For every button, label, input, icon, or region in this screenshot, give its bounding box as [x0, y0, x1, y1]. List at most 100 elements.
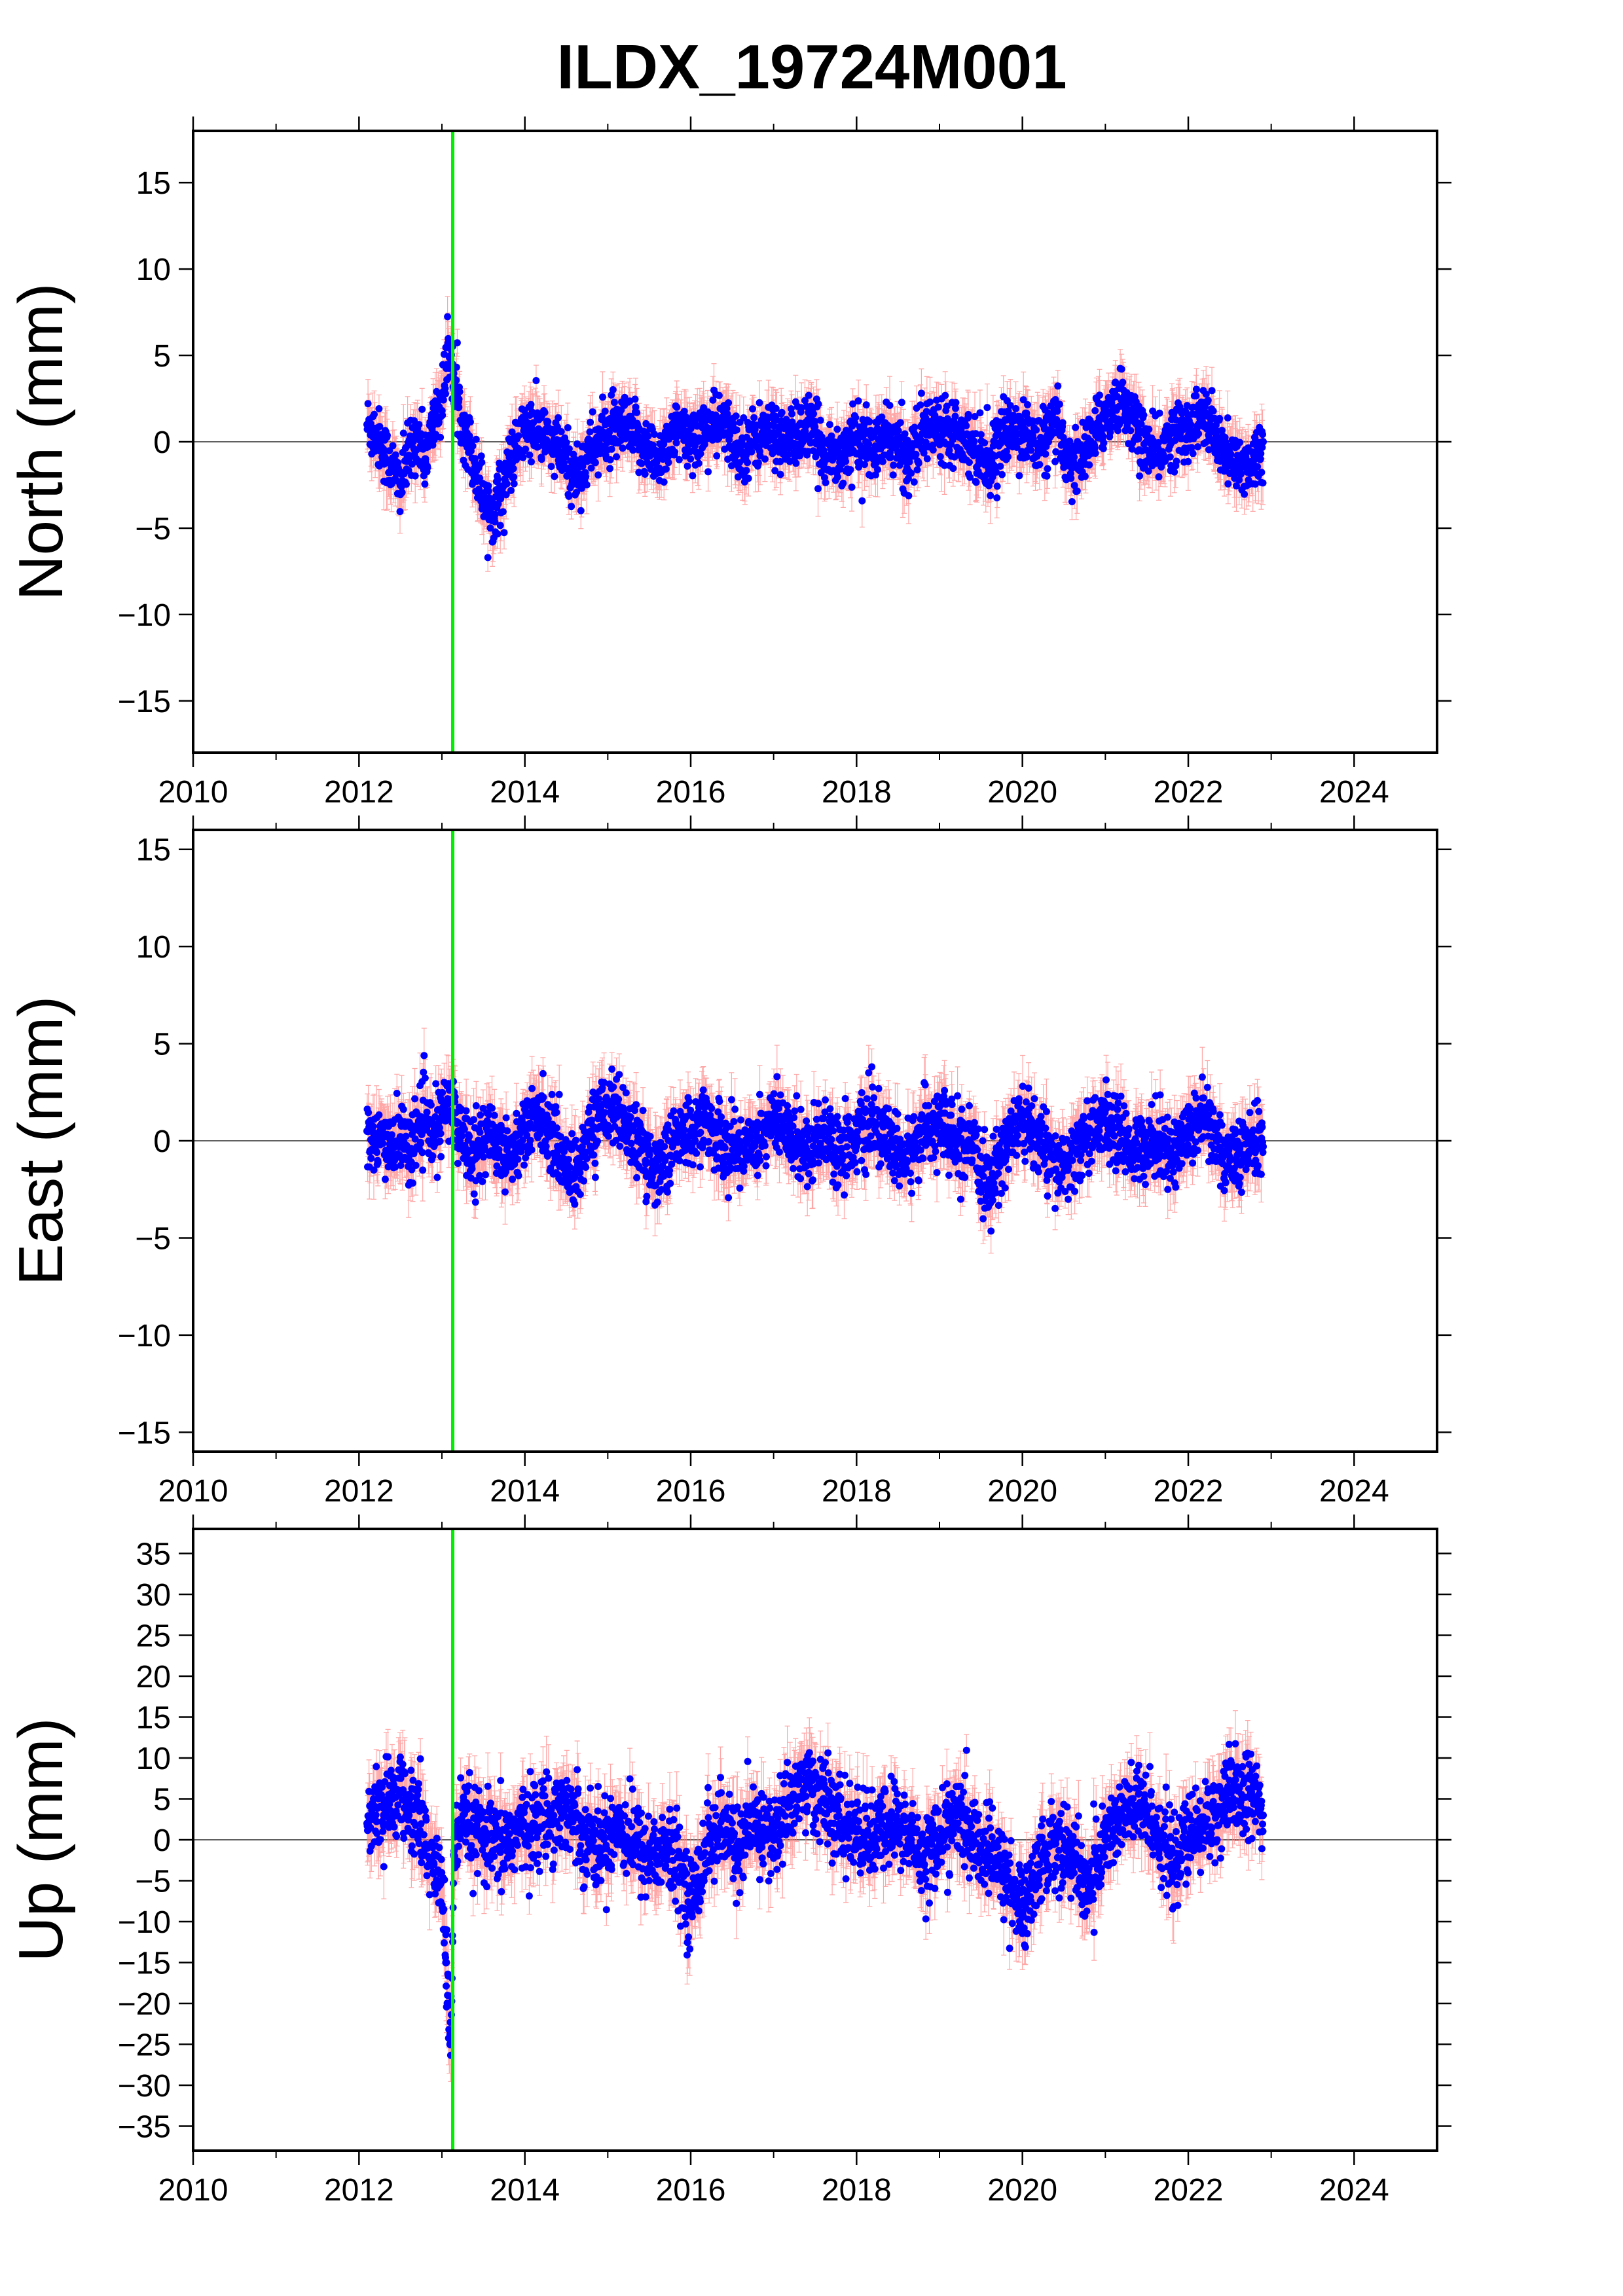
series-point	[637, 438, 645, 446]
series-point	[1259, 438, 1267, 446]
data-point	[418, 405, 426, 413]
y-tick-label: 0	[153, 425, 171, 460]
data-point	[1051, 457, 1059, 465]
data-point	[689, 1161, 697, 1169]
data-point	[370, 1166, 378, 1174]
data-point	[1051, 1132, 1059, 1139]
data-point	[797, 1105, 805, 1113]
data-point	[392, 451, 399, 459]
data-point	[1005, 1166, 1012, 1173]
data-point	[955, 1155, 963, 1162]
data-point	[775, 1105, 782, 1112]
data-point	[993, 482, 1001, 490]
data-point	[913, 466, 921, 474]
data-point	[1095, 1127, 1103, 1135]
data-point	[606, 465, 614, 473]
data-point	[671, 448, 678, 456]
y-tick-label: −10	[118, 598, 171, 633]
data-point	[517, 1148, 525, 1156]
x-tick-label: 2018	[822, 775, 892, 810]
data-point	[424, 463, 431, 471]
data-point	[921, 1081, 929, 1088]
data-point	[1258, 444, 1266, 452]
series-point	[1217, 446, 1226, 455]
data-point	[557, 428, 565, 435]
data-point	[500, 529, 508, 537]
data-point	[1071, 1187, 1079, 1195]
data-point	[1099, 432, 1106, 440]
series-point	[819, 446, 828, 455]
data-point	[915, 1177, 922, 1185]
data-point	[365, 1109, 373, 1117]
data-point	[799, 437, 807, 445]
data-point	[619, 444, 627, 452]
data-point	[622, 1089, 630, 1097]
data-point	[1172, 416, 1180, 424]
data-point	[1170, 410, 1178, 418]
data-point	[1163, 422, 1171, 430]
data-point	[1013, 444, 1021, 451]
data-point	[691, 1136, 699, 1144]
data-point	[731, 1105, 739, 1113]
data-point	[865, 440, 873, 448]
data-point	[1059, 419, 1067, 427]
data-point	[371, 410, 378, 418]
data-point	[476, 475, 484, 482]
data-point	[452, 376, 460, 384]
data-point	[896, 1182, 903, 1190]
data-point	[528, 458, 535, 466]
data-point	[470, 1116, 478, 1124]
data-point	[519, 454, 527, 461]
data-point	[392, 1163, 399, 1171]
data-point	[930, 1154, 938, 1162]
data-point	[748, 448, 756, 456]
data-point	[816, 1139, 824, 1147]
series-point	[1035, 442, 1043, 451]
data-point	[510, 473, 518, 481]
data-point	[598, 1084, 606, 1092]
data-point	[809, 1176, 817, 1184]
data-point	[485, 1111, 493, 1119]
data-point	[994, 1170, 1002, 1177]
data-point	[907, 469, 915, 477]
data-point	[828, 1136, 835, 1143]
data-point	[881, 1134, 888, 1141]
data-point	[1089, 1144, 1096, 1152]
data-point	[912, 450, 920, 458]
data-point	[924, 1102, 932, 1109]
data-point	[784, 451, 792, 459]
data-point	[604, 1132, 612, 1140]
data-point	[423, 1108, 431, 1116]
data-point	[715, 391, 723, 399]
data-point	[534, 443, 541, 451]
data-point	[672, 439, 680, 447]
series-point	[429, 420, 438, 429]
data-point	[822, 1096, 829, 1104]
data-point	[772, 404, 780, 412]
data-point	[1137, 420, 1145, 428]
data-point	[896, 419, 904, 427]
series-point	[1201, 412, 1209, 420]
data-point	[1049, 1141, 1057, 1149]
data-point	[471, 455, 479, 463]
data-point	[586, 428, 594, 436]
data-point	[1258, 469, 1266, 476]
series-point	[363, 420, 371, 429]
data-point	[538, 456, 545, 463]
data-point	[389, 442, 397, 450]
series-point	[371, 429, 380, 437]
data-point	[539, 1069, 547, 1077]
data-point	[630, 1122, 638, 1130]
data-point	[1015, 472, 1023, 480]
data-point	[1091, 407, 1099, 414]
data-point	[606, 456, 614, 463]
data-point	[547, 1164, 555, 1172]
data-point	[420, 1068, 428, 1076]
series-point	[653, 455, 662, 463]
data-point	[439, 1088, 447, 1096]
data-point	[889, 1169, 897, 1177]
data-point	[926, 398, 934, 406]
data-point	[411, 1095, 419, 1103]
data-point	[858, 1115, 866, 1123]
